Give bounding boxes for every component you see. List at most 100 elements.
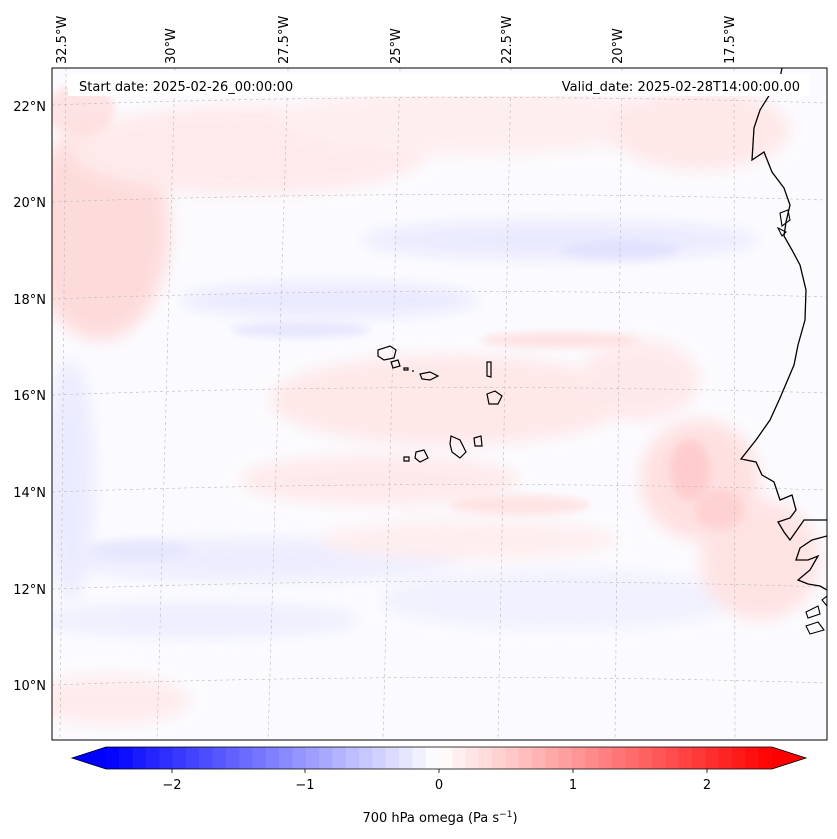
colorbar-cell [265,747,280,769]
lon-label: 25°W [389,28,404,64]
colorbar-cell [598,747,613,769]
colorbar-extend-low [72,747,106,769]
colorbar-tick-label: −2 [162,778,181,793]
colorbar-cell [225,747,240,769]
lat-label: 10°N [13,679,46,694]
colorbar-cell [518,747,533,769]
colorbar-cells [106,747,773,769]
parallel-line [52,291,827,300]
colorbar-cell [452,747,467,769]
colorbar-label-main: 700 hPa omega (Pa s [362,811,499,826]
colorbar-tick-label: 1 [569,778,577,793]
colorbar-cell [252,747,267,769]
colorbar-cell [212,747,227,769]
colorbar-cell [359,747,373,769]
colorbar-cell [172,747,187,769]
colorbar-cell [412,747,427,769]
colorbar-cell [545,747,560,769]
colorbar-tick-label: −1 [295,778,314,793]
meridian-line [156,68,176,740]
colorbar-cell [652,747,666,769]
parallel-line [52,581,827,590]
colorbar-extend-high [772,747,806,769]
colorbar-tick-label: 0 [435,778,443,793]
latitude-labels: 22°N 20°N 18°N 16°N 14°N 12°N 10°N [13,100,46,694]
meridian-line [733,68,736,740]
lon-label: 20°W [611,28,626,64]
colorbar-cell [558,747,573,769]
colorbar-cell [732,747,746,769]
plot-frame [51,67,828,741]
colorbar-label-sup: −1 [499,810,512,820]
colorbar-cell [465,747,480,769]
parallel-line [52,97,827,106]
colorbar-cell [705,747,720,769]
colorbar-cell [692,747,706,769]
colorbar-outline [70,746,808,770]
colorbar-label-end: ) [512,811,517,826]
colorbar-cell [399,747,413,769]
colorbar-cell [119,747,134,769]
lat-label: 22°N [13,100,46,115]
colorbar-cell [425,747,440,769]
colorbar-cell [745,747,760,769]
colorbar-cell [159,747,174,769]
colorbar-cell [332,747,347,769]
colorbar-cell [638,747,653,769]
colorbar-cell [239,747,254,769]
bissagos-islands [805,595,827,635]
colorbar-cell [612,747,626,769]
lon-label: 27.5°W [277,16,292,64]
colorbar-ticks [171,769,708,773]
parallel-line [52,677,827,686]
valid-date: Valid_date: 2025-02-28T14:00:00.00 [562,80,800,95]
colorbar-cell [385,747,400,769]
lon-label: 22.5°W [500,16,515,64]
colorbar-cell [478,747,493,769]
lon-label: 32.5°W [55,16,70,64]
lat-label: 12°N [13,583,46,598]
graticule [52,68,827,740]
meridian-line [59,68,67,740]
meridian-line [614,68,623,740]
parallel-line [52,484,827,493]
africa-coastline-south [795,535,827,591]
colorbar-cell [319,747,333,769]
colorbar: −2 −1 0 1 2 700 hPa omega (Pa s−1) [70,746,808,826]
lon-label: 30°W [164,28,179,64]
colorbar-cell [758,747,773,769]
colorbar-cell [572,747,587,769]
banc-islands [776,209,791,237]
meridian-line [267,68,289,740]
colorbar-cell [505,747,520,769]
parallel-line [52,387,827,396]
colorbar-cell [279,747,293,769]
lat-label: 20°N [13,196,46,211]
colorbar-cell [439,747,453,769]
colorbar-cell [585,747,600,769]
lat-label: 14°N [13,486,46,501]
parallel-line [52,194,827,203]
colorbar-cell [372,747,387,769]
cape-verde-islands [377,345,503,463]
colorbar-cell [492,747,507,769]
meridian-line [382,68,401,740]
colorbar-tick-label: 2 [703,778,711,793]
colorbar-cell [199,747,214,769]
colorbar-cell [185,747,200,769]
longitude-labels: 32.5°W 30°W 27.5°W 25°W 22.5°W 20°W 17.5… [55,16,738,64]
colorbar-cell [532,747,547,769]
colorbar-cell [678,747,693,769]
colorbar-cell [625,747,640,769]
colorbar-cell [305,747,320,769]
colorbar-cell [132,747,147,769]
meridian-line [497,68,512,740]
start-date: Start date: 2025-02-26_00:00:00 [79,80,293,95]
lon-label: 17.5°W [723,16,738,64]
lat-label: 16°N [13,389,46,404]
info-strip [68,74,810,96]
colorbar-cell [665,747,680,769]
colorbar-cell [145,747,160,769]
colorbar-label: 700 hPa omega (Pa s−1) [362,810,517,826]
